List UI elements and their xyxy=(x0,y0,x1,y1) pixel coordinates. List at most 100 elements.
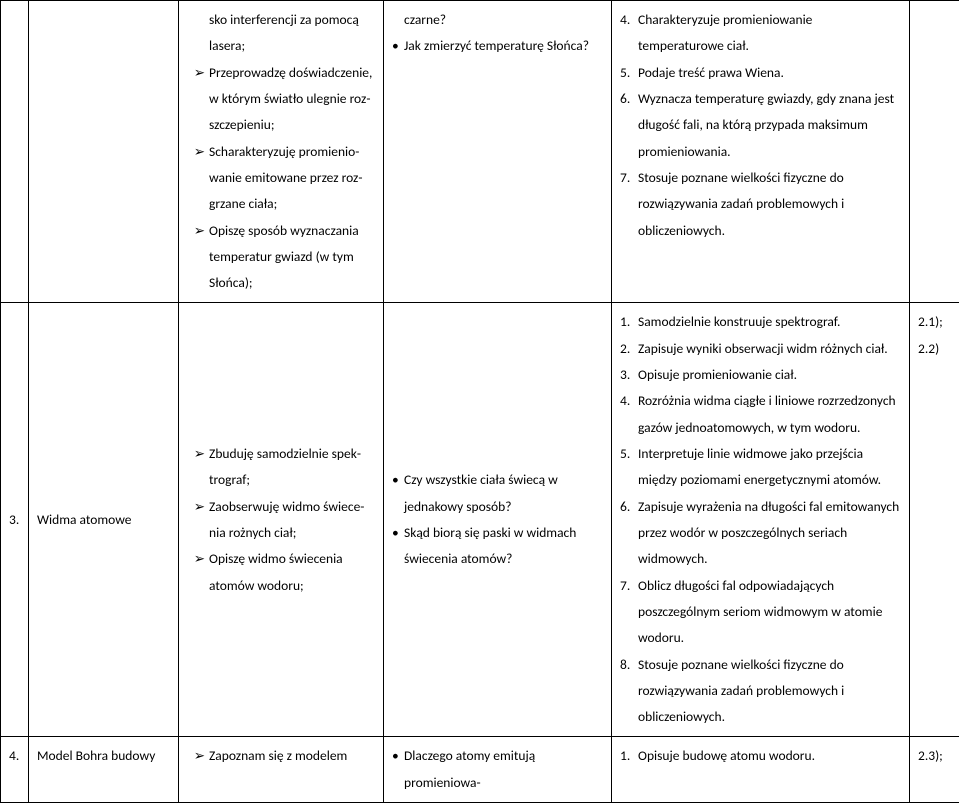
list-item: ➢ Opiszę sposób wyznaczania temperatur g… xyxy=(187,218,375,297)
bullet-icon xyxy=(392,7,404,33)
cell-questions: • Dlaczego atomy emitują promieniowa- xyxy=(384,737,612,803)
objective-text: Przeprowadzę doświadczenie, w którym świ… xyxy=(209,60,375,139)
cell-objectives: sko interferencji za pomocą lasera; ➢ Pr… xyxy=(179,1,384,303)
objective-text: Zapoznam się z modelem xyxy=(209,743,375,769)
curriculum-table: sko interferencji za pomocą lasera; ➢ Pr… xyxy=(0,0,959,803)
cell-topic xyxy=(29,1,179,303)
topic-text: Widma atomowe xyxy=(37,511,131,528)
outcome-text: Opisuje promieniowanie ciał. xyxy=(638,362,901,388)
list-item: • Jak zmierzyć temperaturę Słońca? xyxy=(392,33,603,59)
list-item: 3. Opisuje promieniowanie ciał. xyxy=(620,362,901,388)
list-item: ➢ Zapoznam się z modelem xyxy=(187,743,375,769)
cell-objectives: ➢ Zapoznam się z modelem xyxy=(179,737,384,803)
list-item: ➢ Zaobserwuję widmo świece­nia rożnych c… xyxy=(187,494,375,547)
outcome-text: Charakteryzuje promieniowanie temperatur… xyxy=(638,7,901,60)
list-item: ➢ Zbuduję samodzielnie spek­trograf; xyxy=(187,441,375,494)
arrow-icon: ➢ xyxy=(187,139,209,218)
cell-num: 4. xyxy=(1,737,29,803)
ref-text: 2.2) xyxy=(918,336,951,362)
bullet-icon: • xyxy=(392,743,404,796)
outcome-number: 5. xyxy=(620,60,638,86)
outcome-text: Wyznacza temperaturę gwiazdy, gdy znana … xyxy=(638,86,901,165)
list-item: 5. Podaje treść prawa Wiena. xyxy=(620,60,901,86)
cell-ref xyxy=(910,1,959,303)
outcome-number: 6. xyxy=(620,86,638,165)
list-item: ➢ Opiszę widmo świecenia atomów wodoru; xyxy=(187,546,375,599)
cell-ref: 2.3); xyxy=(910,737,959,803)
list-item: 2. Zapisuje wyniki obserwacji widm różny… xyxy=(620,336,901,362)
cell-questions: • Czy wszystkie ciała świecą w jednakowy… xyxy=(384,303,612,737)
bullet-icon: • xyxy=(392,33,404,59)
arrow-icon: ➢ xyxy=(187,546,209,599)
objective-text: Zaobserwuję widmo świece­nia rożnych cia… xyxy=(209,494,375,547)
question-text: Dlaczego atomy emitują promieniowa- xyxy=(404,743,603,796)
list-item: 5. Interpretuje linie widmowe jako przej… xyxy=(620,441,901,494)
cell-outcomes: 4. Charakteryzuje promieniowanie tempera… xyxy=(612,1,910,303)
row-number: 4. xyxy=(9,747,19,764)
list-item: • Dlaczego atomy emitują promieniowa- xyxy=(392,743,603,796)
list-item: 6. Wyznacza temperaturę gwiazdy, gdy zna… xyxy=(620,86,901,165)
list-item: 4. Charakteryzuje promieniowanie tempera… xyxy=(620,7,901,60)
cell-num xyxy=(1,1,29,303)
arrow-icon: ➢ xyxy=(187,218,209,297)
list-item: 4. Rozróżnia widma ciągłe i liniowe rozr… xyxy=(620,388,901,441)
cell-topic: Model Bohra budowy xyxy=(29,737,179,803)
question-text: Czy wszystkie ciała świecą w jednakowy s… xyxy=(404,467,603,520)
table-row: sko interferencji za pomocą lasera; ➢ Pr… xyxy=(1,1,959,303)
cell-ref: 2.1); 2.2) xyxy=(910,303,959,737)
cell-topic: Widma atomowe xyxy=(29,303,179,737)
question-text: Jak zmierzyć temperaturę Słońca? xyxy=(404,33,603,59)
list-item: 8. Stosuje poznane wielkości fizyczne do… xyxy=(620,652,901,731)
bullet-icon: • xyxy=(392,467,404,520)
topic-text: Model Bohra budowy xyxy=(37,747,155,764)
cell-outcomes: 1. Opisuje budowę atomu wodoru. xyxy=(612,737,910,803)
cell-outcomes: 1. Samodzielnie konstruuje spektrograf. … xyxy=(612,303,910,737)
outcome-number: 8. xyxy=(620,652,638,731)
outcome-number: 6. xyxy=(620,494,638,573)
outcome-number: 3. xyxy=(620,362,638,388)
list-item: • Czy wszystkie ciała świecą w jednakowy… xyxy=(392,467,603,520)
table-row: 4. Model Bohra budowy ➢ Zapoznam się z m… xyxy=(1,737,959,803)
objective-text: Zbuduję samodzielnie spek­trograf; xyxy=(209,441,375,494)
outcome-number: 4. xyxy=(620,388,638,441)
outcome-text: Interpretuje linie widmowe jako przejści… xyxy=(638,441,901,494)
outcome-text: Opisuje budowę atomu wodoru. xyxy=(638,743,901,769)
outcome-number: 7. xyxy=(620,573,638,652)
objective-text: Opiszę widmo świecenia atomów wodoru; xyxy=(209,546,375,599)
outcome-number: 1. xyxy=(620,309,638,335)
list-item: czarne? xyxy=(392,7,603,33)
outcome-text: Zapisuje wyniki obserwacji widm różnych … xyxy=(638,336,901,362)
table-row: 3. Widma atomowe ➢ Zbuduję samodzielnie … xyxy=(1,303,959,737)
list-item: 7. Stosuje poznane wielkości fizyczne do… xyxy=(620,165,901,244)
objective-text: Opiszę sposób wyznaczania temperatur gwi… xyxy=(209,218,375,297)
arrow-icon: ➢ xyxy=(187,441,209,494)
outcome-text: Stosuje poznane wielkości fizyczne do ro… xyxy=(638,652,901,731)
outcome-text: Stosuje poznane wielkości fizyczne do ro… xyxy=(638,165,901,244)
outcome-text: Podaje treść prawa Wiena. xyxy=(638,60,901,86)
outcome-text: Rozróżnia widma ciągłe i liniowe rozrzed… xyxy=(638,388,901,441)
arrow-icon xyxy=(187,7,209,60)
list-item: 1. Samodzielnie konstruuje spektrograf. xyxy=(620,309,901,335)
outcome-number: 7. xyxy=(620,165,638,244)
outcome-text: Samodzielnie konstruuje spektrograf. xyxy=(638,309,901,335)
ref-text: 2.3); xyxy=(918,747,943,764)
list-item: 6. Zapisuje wyrażenia na długości fal em… xyxy=(620,494,901,573)
outcome-number: 5. xyxy=(620,441,638,494)
list-item: • Skąd biorą się paski w widmach świece­… xyxy=(392,520,603,573)
outcome-text: Zapisuje wyrażenia na długości fal emito… xyxy=(638,494,901,573)
arrow-icon: ➢ xyxy=(187,60,209,139)
list-item: 7. Oblicz długości fal odpowiadających p… xyxy=(620,573,901,652)
outcome-number: 2. xyxy=(620,336,638,362)
bullet-icon: • xyxy=(392,520,404,573)
question-text: czarne? xyxy=(404,7,603,33)
objective-text: sko interferencji za pomocą lasera; xyxy=(209,7,375,60)
list-item: 1. Opisuje budowę atomu wodoru. xyxy=(620,743,901,769)
list-item: ➢ Przeprowadzę doświadczenie, w którym ś… xyxy=(187,60,375,139)
list-item: sko interferencji za pomocą lasera; xyxy=(187,7,375,60)
arrow-icon: ➢ xyxy=(187,743,209,769)
list-item: ➢ Scharakteryzuję promienio­wanie emitow… xyxy=(187,139,375,218)
cell-num: 3. xyxy=(1,303,29,737)
outcome-number: 1. xyxy=(620,743,638,769)
arrow-icon: ➢ xyxy=(187,494,209,547)
outcome-number: 4. xyxy=(620,7,638,60)
